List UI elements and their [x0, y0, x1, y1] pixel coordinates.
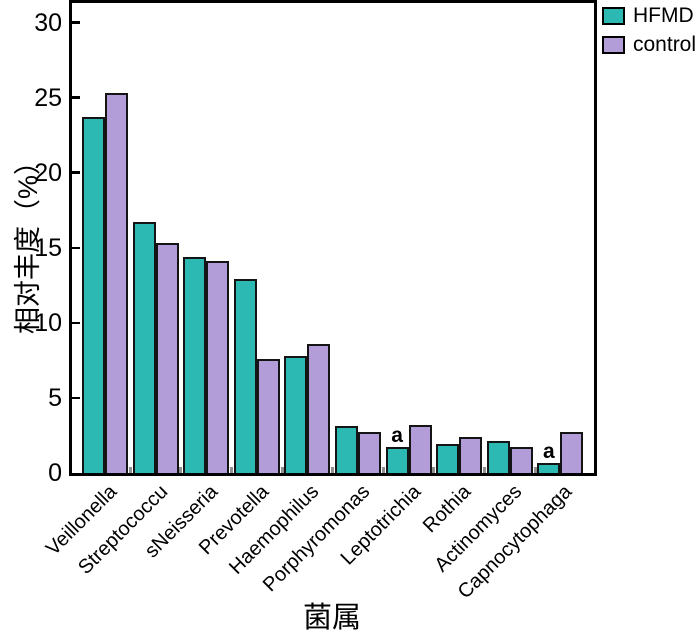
y-tick-label-25: 25 — [34, 83, 62, 112]
x-boundary-tick-5 — [381, 467, 385, 473]
legend-item-control: control — [602, 33, 696, 57]
bar-hfmd-capnocytophaga — [537, 462, 561, 473]
legend-label-hfmd: HFMD — [633, 4, 694, 27]
legend-swatch-hfmd — [602, 7, 625, 25]
bar-control-porphyromonas — [358, 432, 381, 473]
significance-marker-leptotrichia: a — [391, 424, 403, 448]
x-boundary-tick-2 — [230, 467, 233, 473]
x-boundary-tick-4 — [331, 467, 335, 473]
y-tick-label-0: 0 — [48, 459, 62, 487]
bar-control-rothia — [459, 436, 483, 473]
bar-hfmd-prevotella — [233, 279, 257, 473]
x-boundary-tick-6 — [432, 467, 436, 473]
bar-control-sneisseria — [206, 261, 230, 473]
bar-hfmd-streptococcu — [132, 222, 156, 473]
y-tick-30 — [72, 21, 80, 24]
legend-label-control: control — [633, 33, 697, 56]
y-axis-title: 相对丰度（%） — [13, 148, 43, 335]
bar-control-capnocytophaga — [560, 432, 584, 473]
bar-hfmd-sneisseria — [183, 256, 207, 473]
bar-hfmd-porphyromonas — [335, 426, 358, 473]
bar-hfmd-actinomyces — [486, 441, 510, 473]
y-tick-20 — [72, 171, 80, 174]
bar-control-streptococcu — [155, 243, 179, 473]
bar-control-prevotella — [256, 358, 280, 473]
bar-control-haemophilus — [307, 343, 331, 473]
y-tick-label-5: 5 — [48, 383, 62, 412]
bar-control-actinomyces — [509, 447, 533, 473]
x-boundary-tick-7 — [483, 467, 486, 473]
bar-hfmd-haemophilus — [284, 355, 308, 473]
legend-swatch-control — [602, 36, 625, 54]
bar-control-leptotrichia — [408, 424, 432, 473]
x-axis-title: 菌属 — [302, 602, 361, 634]
y-tick-15 — [72, 246, 80, 250]
y-tick-label-30: 30 — [34, 8, 62, 37]
y-tick-label-20: 20 — [34, 158, 62, 187]
y-tick-25 — [72, 96, 80, 99]
legend: HFMD control — [602, 4, 696, 62]
legend-item-hfmd: HFMD — [602, 4, 696, 28]
x-boundary-tick-8 — [533, 467, 537, 473]
bar-hfmd-rothia — [436, 444, 460, 473]
bar-hfmd-leptotrichia — [385, 447, 409, 473]
y-tick-10 — [72, 321, 80, 325]
y-tick-5 — [72, 396, 80, 400]
y-tick-label-10: 10 — [34, 308, 62, 337]
x-boundary-tick-1 — [179, 467, 183, 473]
significance-marker-capnocytophaga: a — [543, 439, 555, 463]
y-tick-label-15: 15 — [34, 233, 62, 262]
bar-hfmd-veillonella — [82, 117, 105, 473]
x-boundary-tick-0 — [128, 467, 132, 473]
bar-control-veillonella — [105, 93, 128, 473]
x-boundary-tick-3 — [280, 467, 284, 473]
